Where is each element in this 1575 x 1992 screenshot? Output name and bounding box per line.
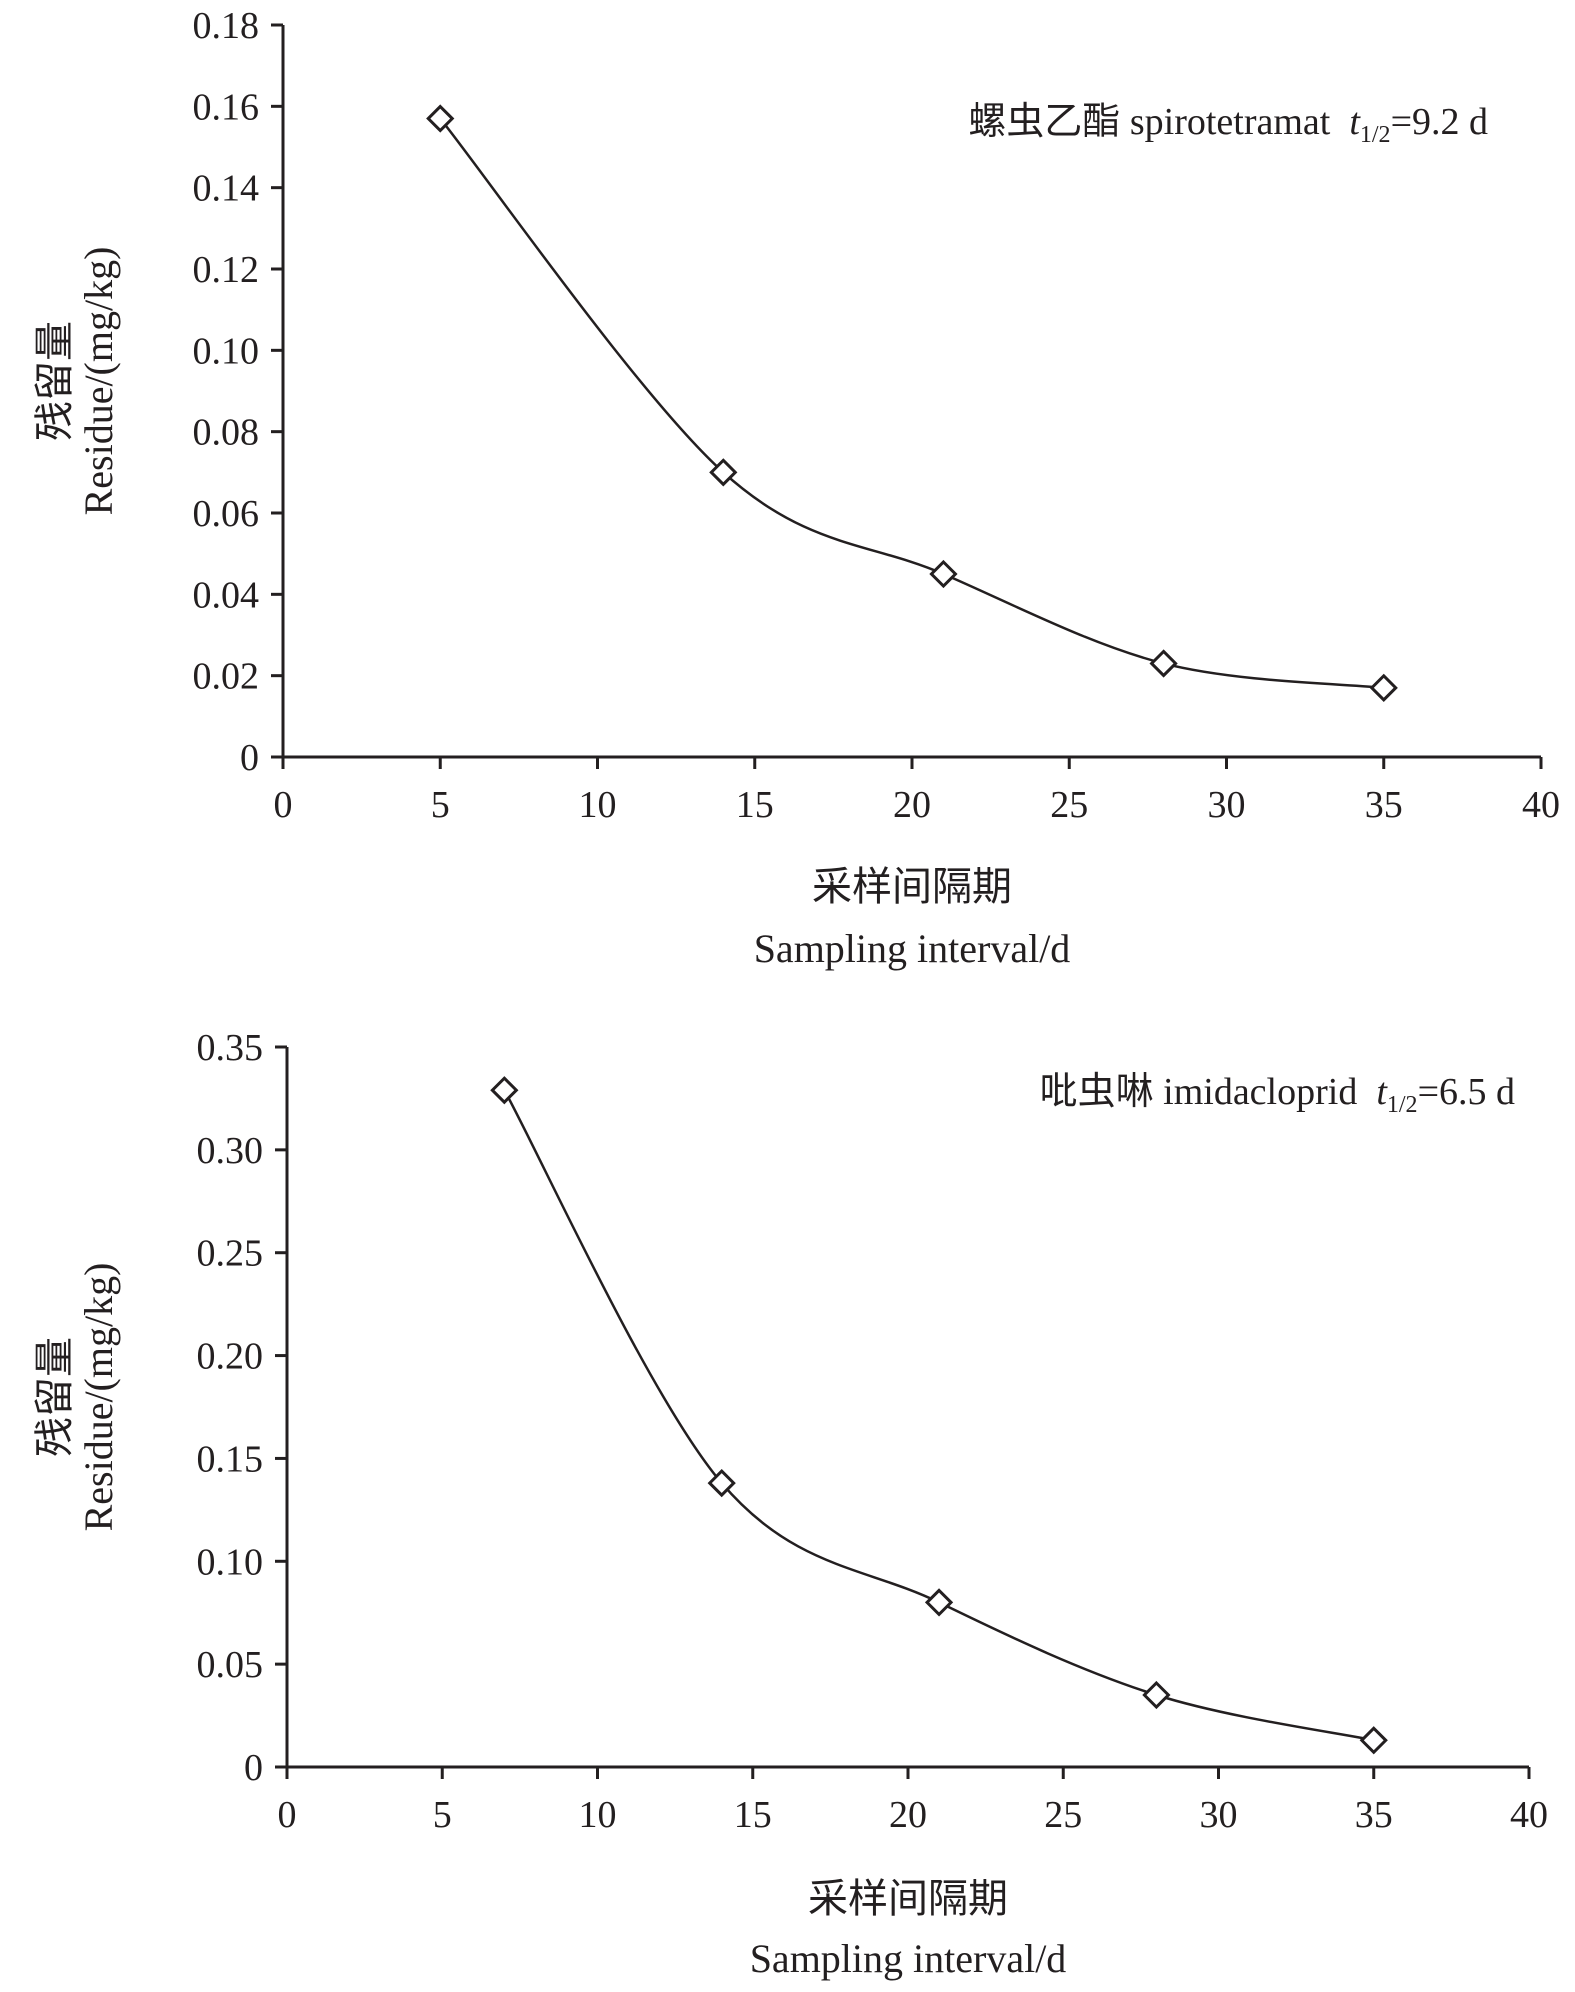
data-point-marker: [1369, 673, 1398, 702]
x-tick-label: 25: [1050, 784, 1088, 826]
compound-name: 吡虫啉 imidacloprid: [1040, 1071, 1377, 1113]
data-point-marker: [1149, 649, 1178, 678]
y-tick-label: 0: [240, 737, 259, 779]
y-tick-label: 0.16: [193, 86, 260, 128]
y-axis-title-cn: 残留量: [32, 321, 77, 441]
x-tick-label: 40: [1522, 784, 1560, 826]
x-tick-label: 20: [889, 1794, 927, 1836]
half-life-value: =6.5 d: [1418, 1071, 1515, 1113]
data-point-marker: [1142, 1680, 1171, 1710]
x-tick-label: 20: [893, 784, 931, 826]
compound-name: 螺虫乙酯 spirotetramat: [968, 101, 1349, 143]
y-tick-label: 0.02: [193, 656, 260, 698]
x-tick-label: 15: [734, 1794, 772, 1836]
y-tick-label: 0.20: [197, 1336, 264, 1378]
y-tick-label: 0.35: [197, 1027, 264, 1069]
half-life-value: =9.2 d: [1391, 101, 1488, 143]
y-axis-title: Residue/(mg/kg): [76, 1263, 121, 1532]
x-tick-label: 5: [433, 1794, 452, 1836]
y-tick-label: 0.15: [197, 1438, 264, 1480]
y-tick-label: 0.04: [193, 574, 260, 616]
half-life-symbol: t: [1349, 101, 1361, 143]
y-tick-label: 0: [244, 1747, 263, 1789]
x-tick-label: 30: [1208, 784, 1246, 826]
x-tick-label: 30: [1200, 1794, 1238, 1836]
y-tick-label: 0.10: [193, 330, 260, 372]
y-tick-label: 0.06: [193, 493, 260, 535]
data-point-marker: [490, 1076, 519, 1105]
half-life-annotation: 螺虫乙酯 spirotetramat t1/2=9.2 d: [968, 101, 1488, 148]
x-tick-label: 35: [1365, 784, 1403, 826]
half-life-symbol: t: [1376, 1071, 1388, 1113]
series-line-imidacloprid: [503, 1089, 1375, 1742]
data-point-marker: [707, 1468, 736, 1498]
x-tick-label: 40: [1510, 1794, 1548, 1836]
half-life-subscript: 1/2: [1360, 122, 1391, 148]
data-point-marker: [929, 559, 958, 589]
x-axis-title-cn: 采样间隔期: [812, 864, 1012, 909]
half-life-annotation: 吡虫啉 imidacloprid t1/2=6.5 d: [1040, 1071, 1515, 1118]
half-life-subscript: 1/2: [1387, 1092, 1418, 1118]
chart-2: 0 0.05 0.10 0.15 0.20 0.25 0.30 0.35 0 5 10 15 20 25 3…: [32, 1027, 1548, 1981]
y-tick-label: 0.18: [193, 5, 260, 47]
data-point-marker: [709, 458, 738, 487]
y-tick-label: 0.30: [197, 1130, 264, 1172]
x-tick-label: 0: [274, 784, 293, 826]
x-tick-label: 10: [579, 1794, 617, 1836]
y-axis-title: Residue/(mg/kg): [76, 247, 121, 516]
data-point-marker: [1359, 1726, 1388, 1755]
y-tick-label: 0.25: [197, 1233, 264, 1275]
x-axis-title: Sampling interval/d: [754, 926, 1071, 971]
x-axis-title-cn: 采样间隔期: [808, 1876, 1008, 1921]
y-tick-label: 0.05: [197, 1644, 264, 1686]
x-tick-label: 25: [1044, 1794, 1082, 1836]
y-axis-title-cn: 残留量: [32, 1337, 77, 1457]
x-tick-label: 15: [736, 784, 774, 826]
x-tick-label: 10: [579, 784, 617, 826]
data-point-marker: [426, 104, 455, 133]
y-tick-label: 0.08: [193, 412, 260, 454]
data-point-marker: [924, 1588, 954, 1617]
y-tick-label: 0.10: [197, 1541, 264, 1583]
x-axis-title: Sampling interval/d: [750, 1936, 1067, 1981]
x-tick-label: 5: [431, 784, 450, 826]
chart-1: 0 0.02 0.04 0.06 0.08 0.10 0.12 0.14 0.16 0.18 0 5 1…: [32, 5, 1560, 971]
series-line-spirotetramat: [439, 117, 1384, 690]
y-tick-label: 0.12: [193, 249, 260, 291]
x-tick-label: 0: [278, 1794, 297, 1836]
x-tick-label: 35: [1355, 1794, 1393, 1836]
y-tick-label: 0.14: [193, 168, 260, 210]
